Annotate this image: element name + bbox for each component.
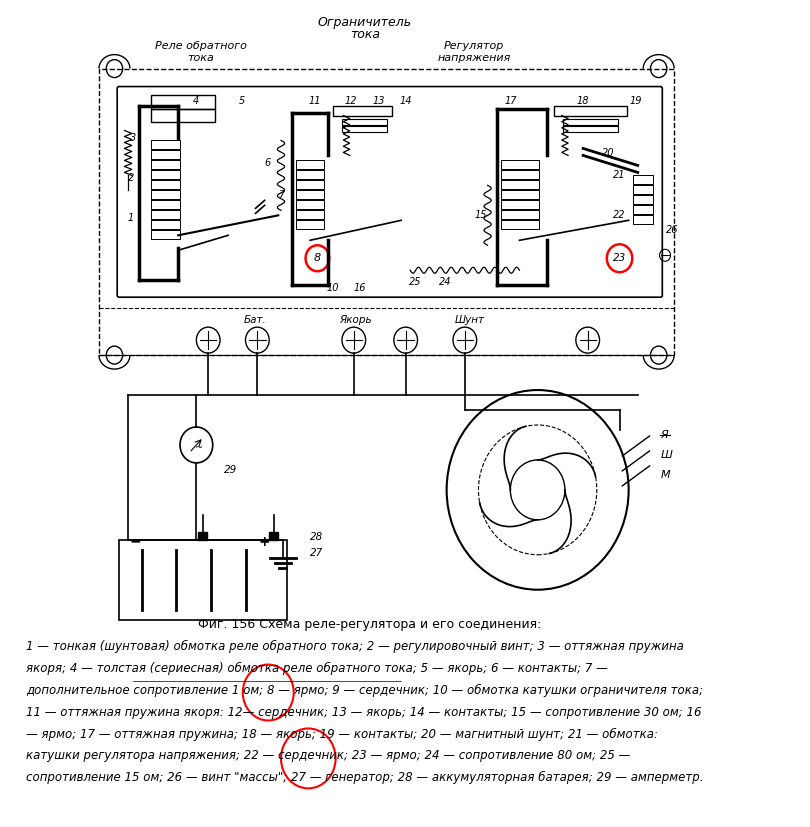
Text: сопротивление 15 ом; 26 — винт "массы"; 27 — генератор; 28 — аккумуляторная бата: сопротивление 15 ом; 26 — винт "массы"; …	[26, 772, 704, 785]
Bar	[501, 180, 539, 189]
Text: 7: 7	[278, 190, 284, 200]
Bar	[501, 170, 539, 179]
Bar	[296, 170, 324, 179]
Bar	[151, 180, 180, 189]
Bar	[151, 141, 180, 150]
Text: −: −	[130, 535, 141, 549]
Bar	[342, 119, 387, 126]
Text: 3: 3	[130, 133, 136, 143]
Text: 22: 22	[613, 210, 626, 220]
Text: +: +	[259, 535, 271, 549]
Text: Якорь: Якорь	[339, 315, 372, 325]
Text: 12: 12	[345, 96, 357, 106]
Text: 8: 8	[313, 253, 321, 263]
Text: 10: 10	[326, 283, 339, 294]
Text: Бат.: Бат.	[244, 315, 266, 325]
Text: 17: 17	[504, 96, 517, 106]
Text: 2: 2	[128, 174, 134, 184]
Text: 15: 15	[475, 210, 488, 220]
Text: 25: 25	[408, 277, 421, 287]
Bar	[563, 119, 618, 126]
Bar	[296, 200, 324, 209]
Bar	[296, 160, 324, 170]
Text: дополнительное сопротивление 1 ом; 8 — ярмо; 9 — сердечник; 10 — обмотка катушки: дополнительное сопротивление 1 ом; 8 — я…	[26, 684, 703, 696]
Bar	[151, 230, 180, 239]
Text: Реле обратного: Реле обратного	[155, 41, 247, 50]
Text: 26: 26	[666, 225, 679, 236]
Text: 19: 19	[629, 96, 642, 106]
Bar	[342, 127, 387, 132]
Bar	[296, 210, 324, 219]
Bar	[198, 532, 207, 540]
Text: катушки регулятора напряжения; 22 — сердечник; 23 — ярмо; 24 — сопротивление 80 : катушки регулятора напряжения; 22 — серд…	[26, 749, 630, 762]
Bar	[554, 106, 627, 116]
Bar	[151, 108, 215, 122]
Bar	[151, 200, 180, 209]
Bar	[563, 127, 618, 132]
Text: 29: 29	[224, 465, 237, 475]
Text: 28: 28	[310, 532, 323, 542]
Text: 6: 6	[264, 159, 271, 169]
Text: 23: 23	[613, 253, 626, 263]
Text: 1: 1	[128, 213, 134, 223]
Text: — ярмо; 17 — оттяжная пружина; 18 — якорь; 19 — контакты; 20 — магнитный шунт; 2: — ярмо; 17 — оттяжная пружина; 18 — якор…	[26, 728, 659, 740]
Bar	[633, 215, 653, 224]
Text: Ограничитель: Ограничитель	[318, 16, 411, 29]
Text: Фиг. 156 Схема реле-регулятора и его соединения:: Фиг. 156 Схема реле-регулятора и его сое…	[198, 618, 541, 631]
Text: 21: 21	[613, 170, 626, 180]
Text: 13: 13	[372, 96, 385, 106]
Bar	[633, 195, 653, 204]
Bar	[633, 185, 653, 194]
Text: Шунт: Шунт	[454, 315, 484, 325]
Text: Я: Я	[660, 430, 668, 440]
Bar	[296, 220, 324, 229]
Bar	[501, 190, 539, 199]
Text: тока: тока	[187, 53, 215, 63]
Bar	[151, 94, 215, 108]
Bar	[99, 69, 674, 355]
Text: 14: 14	[399, 96, 412, 106]
Bar	[151, 170, 180, 179]
Bar	[119, 540, 288, 619]
Text: тока: тока	[350, 27, 380, 41]
Text: 18: 18	[577, 96, 590, 106]
Bar	[151, 220, 180, 229]
Text: 16: 16	[354, 283, 366, 294]
Bar	[501, 160, 539, 170]
Text: напряжения: напряжения	[437, 53, 510, 63]
Text: Регулятор: Регулятор	[444, 41, 504, 50]
Bar	[151, 151, 180, 160]
Bar	[151, 210, 180, 219]
Text: Ш: Ш	[660, 450, 672, 460]
Text: М: М	[660, 470, 670, 480]
Bar	[269, 532, 279, 540]
Bar	[151, 160, 180, 170]
Bar	[501, 210, 539, 219]
Text: 27: 27	[310, 547, 323, 557]
Bar	[501, 220, 539, 229]
Bar	[501, 200, 539, 209]
Text: 1 — тонкая (шунтовая) обмотка реле обратного тока; 2 — регулировочный винт; 3 — : 1 — тонкая (шунтовая) обмотка реле обрат…	[26, 639, 684, 653]
Text: 20: 20	[603, 148, 615, 159]
Text: 24: 24	[438, 277, 451, 287]
Bar	[333, 106, 392, 116]
Bar	[296, 180, 324, 189]
Bar	[151, 190, 180, 199]
Text: ~: ~	[195, 443, 203, 453]
Text: 4: 4	[194, 96, 199, 106]
Bar	[296, 190, 324, 199]
Bar	[633, 205, 653, 214]
Text: якоря; 4 — толстая (сериесная) обмотка реле обратного тока; 5 — якорь; 6 — конта: якоря; 4 — толстая (сериесная) обмотка р…	[26, 662, 608, 675]
Bar	[633, 175, 653, 184]
Text: 5: 5	[239, 96, 245, 106]
Text: 11 — оттяжная пружина якоря: 12— сердечник; 13 — якорь; 14 — контакты; 15 — сопр: 11 — оттяжная пружина якоря: 12— сердечн…	[26, 705, 701, 719]
Text: 11: 11	[309, 96, 321, 106]
